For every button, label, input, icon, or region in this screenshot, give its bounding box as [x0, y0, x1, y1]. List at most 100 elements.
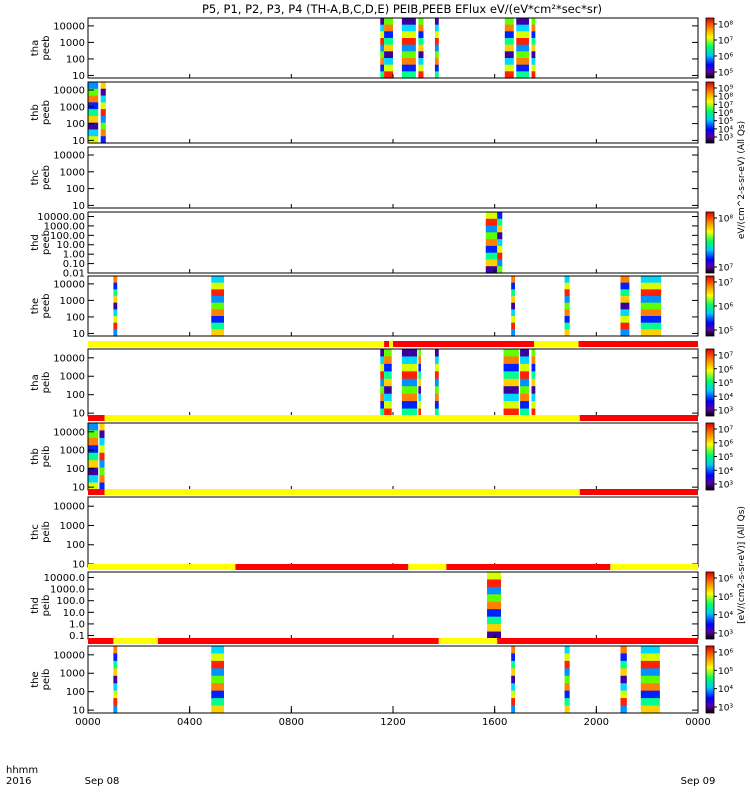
spectrogram-block	[485, 212, 498, 274]
spectrogram-cell	[511, 653, 515, 662]
spectrogram-cell	[211, 705, 224, 714]
spectrogram-cell	[434, 38, 439, 46]
spectrogram-cell	[520, 401, 529, 410]
y-tick-label: 100	[66, 184, 85, 195]
spectrogram-cell	[88, 437, 99, 446]
spectrogram-cell	[418, 386, 421, 395]
spectrogram-cell	[113, 276, 118, 284]
spectrogram-cell	[418, 408, 421, 417]
spectrogram-cell	[100, 136, 106, 144]
spectrogram-cell	[418, 393, 421, 402]
spectrogram-cell	[620, 668, 627, 677]
spectrogram-cell	[88, 467, 99, 476]
panel-the-peib: 10000 1000 100 10 thepeib 10⁶ 10⁵ 10⁴ 10³	[30, 638, 733, 717]
spectrogram-cell	[401, 38, 416, 46]
figure-title: P5, P1, P2, P3, P4 (TH-A,B,C,D,E) PEIB,P…	[202, 2, 602, 16]
spectrogram-cell	[516, 24, 529, 32]
colorbar	[705, 81, 715, 144]
mode-bar-segment	[384, 341, 390, 347]
spectrogram-cell	[380, 363, 385, 372]
spectrogram-block	[113, 276, 118, 337]
x-tick-label: 0000	[685, 717, 710, 728]
spectrogram-cell	[531, 393, 536, 402]
spectrogram-cell	[511, 683, 515, 692]
spectrogram-cell	[401, 71, 416, 79]
colorbar-tick-label: 10⁶	[718, 109, 733, 119]
spectrogram-cell	[564, 282, 570, 290]
colorbar-tick-label: 10⁵	[718, 69, 733, 79]
panel-frame	[87, 571, 699, 640]
spectrogram-cell	[380, 51, 385, 59]
spectrogram-cell	[100, 82, 106, 90]
spectrogram-cell	[520, 378, 529, 387]
colorbar-units-electron: eV/(cm^2-s-sr-eV) (All Qs)	[737, 121, 747, 239]
y-tick-label: 1000.00	[44, 221, 85, 232]
y-tick-label: 1000	[60, 446, 85, 457]
spectrogram-cell	[504, 31, 514, 39]
y-tick-label: 1.00	[63, 250, 85, 261]
spectrogram-cell	[418, 363, 421, 372]
y-tick-label: 10000	[53, 21, 85, 32]
spectrogram-cell	[564, 683, 570, 692]
spectrogram-cell	[504, 58, 514, 66]
mode-bar-segment	[393, 341, 535, 347]
y-tick-label: 1000	[60, 521, 85, 532]
spectrogram-cell	[640, 322, 662, 330]
spectrogram-cell	[113, 309, 118, 317]
colorbar-tick-label: 10⁷	[718, 37, 733, 47]
spectrogram-cell	[401, 386, 418, 395]
spectrogram-cell	[516, 64, 529, 72]
spectrogram-cell	[113, 690, 118, 699]
spectrogram-cell	[511, 705, 515, 714]
spectrogram-block	[497, 212, 503, 274]
spectrogram-cell	[520, 356, 529, 365]
y-axis-label: thcpeeb	[30, 165, 52, 190]
spectrogram-cell	[511, 309, 515, 317]
spectrogram-block	[531, 349, 536, 417]
colorbar-tick-label: 10⁶	[718, 365, 733, 375]
mode-bar-segment	[88, 638, 114, 644]
spectrogram-block	[620, 276, 630, 337]
y-tick-label: 100	[66, 540, 85, 551]
colorbar	[705, 645, 715, 714]
mode-bar-segment	[157, 638, 439, 644]
spectrogram-cell	[384, 38, 393, 46]
colorbar	[705, 17, 715, 79]
spectrogram-cell	[113, 289, 118, 297]
colorbar-tick-label: 10³	[718, 704, 733, 714]
spectrogram-block	[511, 276, 515, 337]
spectrogram-cell	[503, 349, 519, 358]
spectrogram-cell	[503, 378, 519, 387]
spectrogram-cell	[418, 24, 424, 32]
spectrogram-cell	[380, 378, 385, 387]
panel-stack: 10000100010010thapeeb10⁸10⁷10⁶10⁵1000010…	[30, 17, 733, 717]
spectrogram-cell	[620, 296, 630, 304]
spectrogram-cell	[211, 683, 224, 692]
spectrogram-cell	[497, 218, 503, 227]
y-tick-label: 10.0	[63, 608, 85, 619]
spectrogram-cell	[485, 218, 498, 227]
spectrogram-cell	[211, 302, 224, 310]
spectrogram-cell	[401, 401, 418, 410]
panel-frame	[87, 146, 699, 209]
spectrogram-cell	[511, 282, 515, 290]
colorbar-tick-label: 10³	[718, 481, 733, 491]
spectrogram-cell	[88, 102, 99, 110]
spectrogram-cell	[487, 586, 502, 595]
spectrogram-cell	[384, 363, 392, 372]
spectrogram-cell	[485, 232, 498, 240]
spectrogram-cell	[531, 401, 536, 410]
panel-frame	[87, 645, 699, 714]
colorbar-tick-label: 10⁵	[718, 327, 733, 337]
spectrogram-cell	[99, 430, 105, 439]
spectrogram-block	[401, 349, 418, 417]
spectrogram-cell	[401, 349, 418, 358]
spectrogram-cell	[88, 88, 99, 97]
spectrogram-block	[384, 349, 392, 417]
spectrogram-block	[401, 18, 416, 79]
spectrogram-block	[99, 423, 105, 491]
spectrogram-cell	[487, 616, 502, 625]
spectrogram-cell	[380, 64, 385, 72]
